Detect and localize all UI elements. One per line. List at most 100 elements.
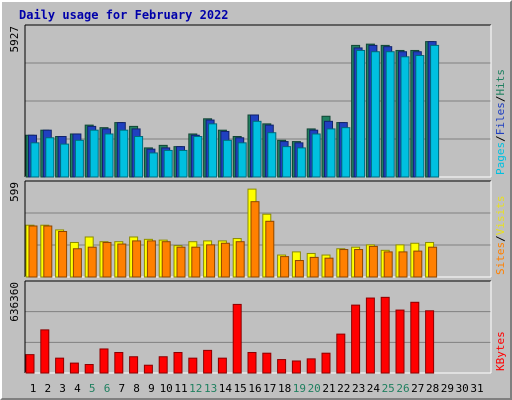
day-label-13: 13 bbox=[204, 382, 217, 395]
day-label-9: 9 bbox=[148, 382, 155, 395]
legend-entry: / bbox=[494, 235, 507, 242]
bar-kbytes-day-17 bbox=[262, 352, 272, 374]
bar-kbytes-day-9 bbox=[143, 364, 153, 374]
bar-pages-day-20 bbox=[311, 133, 321, 178]
panel-bottom-background bbox=[25, 281, 491, 373]
day-label-11: 11 bbox=[174, 382, 187, 395]
day-label-17: 17 bbox=[263, 382, 276, 395]
bar-pages-day-2 bbox=[45, 137, 55, 178]
bar-sites-day-15 bbox=[235, 241, 245, 278]
bar-pages-day-12 bbox=[193, 136, 203, 178]
panel-bottom-max-label: 636360 bbox=[8, 282, 21, 322]
bar-sites-day-19 bbox=[294, 260, 304, 278]
bar-kbytes-day-28 bbox=[425, 310, 435, 374]
bar-kbytes-day-24 bbox=[365, 297, 375, 374]
bar-kbytes-day-6 bbox=[99, 348, 109, 374]
bar-pages-day-10 bbox=[163, 149, 173, 178]
bar-sites-day-11 bbox=[176, 246, 186, 278]
bar-pages-day-17 bbox=[267, 132, 277, 178]
day-label-10: 10 bbox=[160, 382, 173, 395]
day-label-28: 28 bbox=[426, 382, 439, 395]
day-label-5: 5 bbox=[89, 382, 96, 395]
bar-pages-day-4 bbox=[74, 139, 84, 178]
chart-title: Daily usage for February 2022 bbox=[19, 8, 229, 22]
day-label-24: 24 bbox=[367, 382, 381, 395]
bar-sites-day-2 bbox=[43, 225, 53, 278]
bar-kbytes-day-16 bbox=[247, 351, 257, 374]
bar-kbytes-day-26 bbox=[395, 309, 405, 374]
bar-kbytes-day-21 bbox=[321, 352, 331, 374]
bar-kbytes-day-15 bbox=[232, 303, 242, 374]
day-label-19: 19 bbox=[293, 382, 306, 395]
day-label-3: 3 bbox=[59, 382, 66, 395]
bar-pages-day-19 bbox=[296, 147, 306, 178]
day-label-20: 20 bbox=[308, 382, 321, 395]
bar-kbytes-day-20 bbox=[306, 358, 316, 374]
bar-sites-day-8 bbox=[132, 240, 142, 278]
bar-pages-day-5 bbox=[89, 129, 99, 178]
bar-kbytes-day-22 bbox=[336, 333, 346, 374]
bar-kbytes-day-25 bbox=[380, 296, 390, 374]
day-label-31: 31 bbox=[470, 382, 483, 395]
bar-sites-day-16 bbox=[250, 201, 260, 278]
panel-bottom-legend: KBytes bbox=[494, 331, 507, 371]
day-label-8: 8 bbox=[133, 382, 140, 395]
day-label-6: 6 bbox=[104, 382, 111, 395]
bar-sites-day-7 bbox=[117, 243, 127, 278]
bar-pages-day-18 bbox=[282, 146, 292, 178]
bar-sites-day-24 bbox=[368, 245, 378, 278]
bar-kbytes-day-2 bbox=[40, 329, 50, 374]
bar-sites-day-25 bbox=[383, 251, 393, 278]
bar-pages-day-27 bbox=[415, 55, 425, 178]
bar-kbytes-day-27 bbox=[410, 301, 420, 374]
bar-sites-day-9 bbox=[146, 240, 156, 278]
bar-pages-day-1 bbox=[30, 142, 40, 178]
bar-pages-day-24 bbox=[370, 51, 380, 178]
legend-entry: KBytes bbox=[494, 331, 507, 371]
day-label-21: 21 bbox=[322, 382, 335, 395]
bar-pages-day-14 bbox=[222, 139, 232, 178]
bar-sites-day-12 bbox=[191, 246, 201, 278]
bar-kbytes-day-19 bbox=[291, 360, 301, 374]
bar-pages-day-28 bbox=[430, 44, 440, 178]
day-label-25: 25 bbox=[382, 382, 395, 395]
legend-entry: Sites bbox=[494, 242, 507, 275]
bar-sites-day-22 bbox=[339, 249, 349, 278]
bar-kbytes-day-12 bbox=[188, 357, 198, 374]
bar-pages-day-9 bbox=[148, 152, 158, 178]
bar-sites-day-1 bbox=[28, 225, 38, 278]
bar-sites-day-23 bbox=[354, 249, 364, 278]
bar-kbytes-day-18 bbox=[277, 359, 287, 374]
legend-entry: / bbox=[494, 96, 507, 103]
bar-sites-day-5 bbox=[87, 246, 97, 278]
bar-kbytes-day-5 bbox=[84, 364, 94, 374]
bar-sites-day-21 bbox=[324, 257, 334, 278]
bar-sites-day-20 bbox=[309, 256, 319, 278]
bar-pages-day-21 bbox=[326, 128, 336, 178]
day-label-23: 23 bbox=[352, 382, 365, 395]
bar-pages-day-7 bbox=[119, 129, 129, 178]
legend-entry: Pages bbox=[494, 142, 507, 175]
bar-kbytes-day-7 bbox=[114, 351, 124, 374]
bar-sites-day-14 bbox=[220, 242, 230, 278]
bar-kbytes-day-13 bbox=[203, 349, 213, 374]
day-label-18: 18 bbox=[278, 382, 291, 395]
bar-kbytes-day-3 bbox=[55, 357, 65, 374]
legend-entry: Hits bbox=[494, 69, 507, 96]
bar-sites-day-17 bbox=[265, 220, 275, 278]
day-label-14: 14 bbox=[219, 382, 233, 395]
day-label-27: 27 bbox=[411, 382, 424, 395]
bar-kbytes-day-23 bbox=[351, 304, 361, 374]
bar-kbytes-day-1 bbox=[25, 354, 35, 374]
bar-pages-day-25 bbox=[385, 51, 395, 178]
day-label-15: 15 bbox=[234, 382, 247, 395]
bar-sites-day-6 bbox=[102, 241, 112, 278]
day-label-30: 30 bbox=[456, 382, 469, 395]
day-label-12: 12 bbox=[189, 382, 202, 395]
bar-sites-day-4 bbox=[72, 248, 82, 278]
bar-pages-day-11 bbox=[178, 149, 188, 178]
bar-kbytes-day-11 bbox=[173, 351, 183, 374]
bar-sites-day-13 bbox=[206, 244, 216, 278]
bar-sites-day-10 bbox=[161, 241, 171, 278]
